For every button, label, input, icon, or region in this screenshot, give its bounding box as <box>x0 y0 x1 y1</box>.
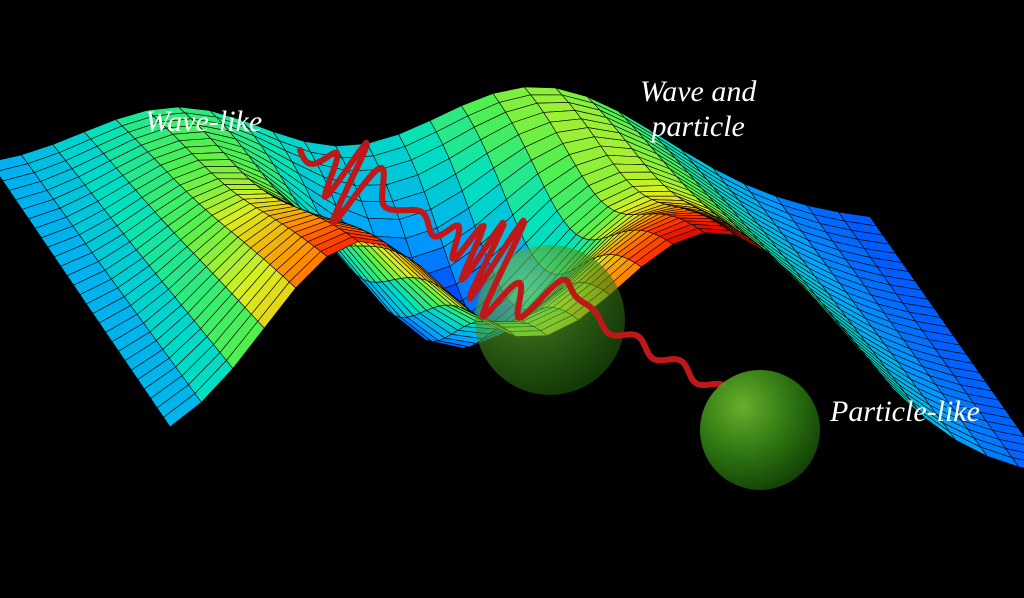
label-particle-like: Particle-like <box>830 395 980 430</box>
label-wave-and-particle: Wave and particle <box>640 75 756 144</box>
saddle-surface <box>0 0 1024 598</box>
diagram-canvas: Wave-like Wave and particle Particle-lik… <box>0 0 1024 598</box>
particle-sphere <box>700 370 820 490</box>
label-wave-like: Wave-like <box>145 105 262 140</box>
